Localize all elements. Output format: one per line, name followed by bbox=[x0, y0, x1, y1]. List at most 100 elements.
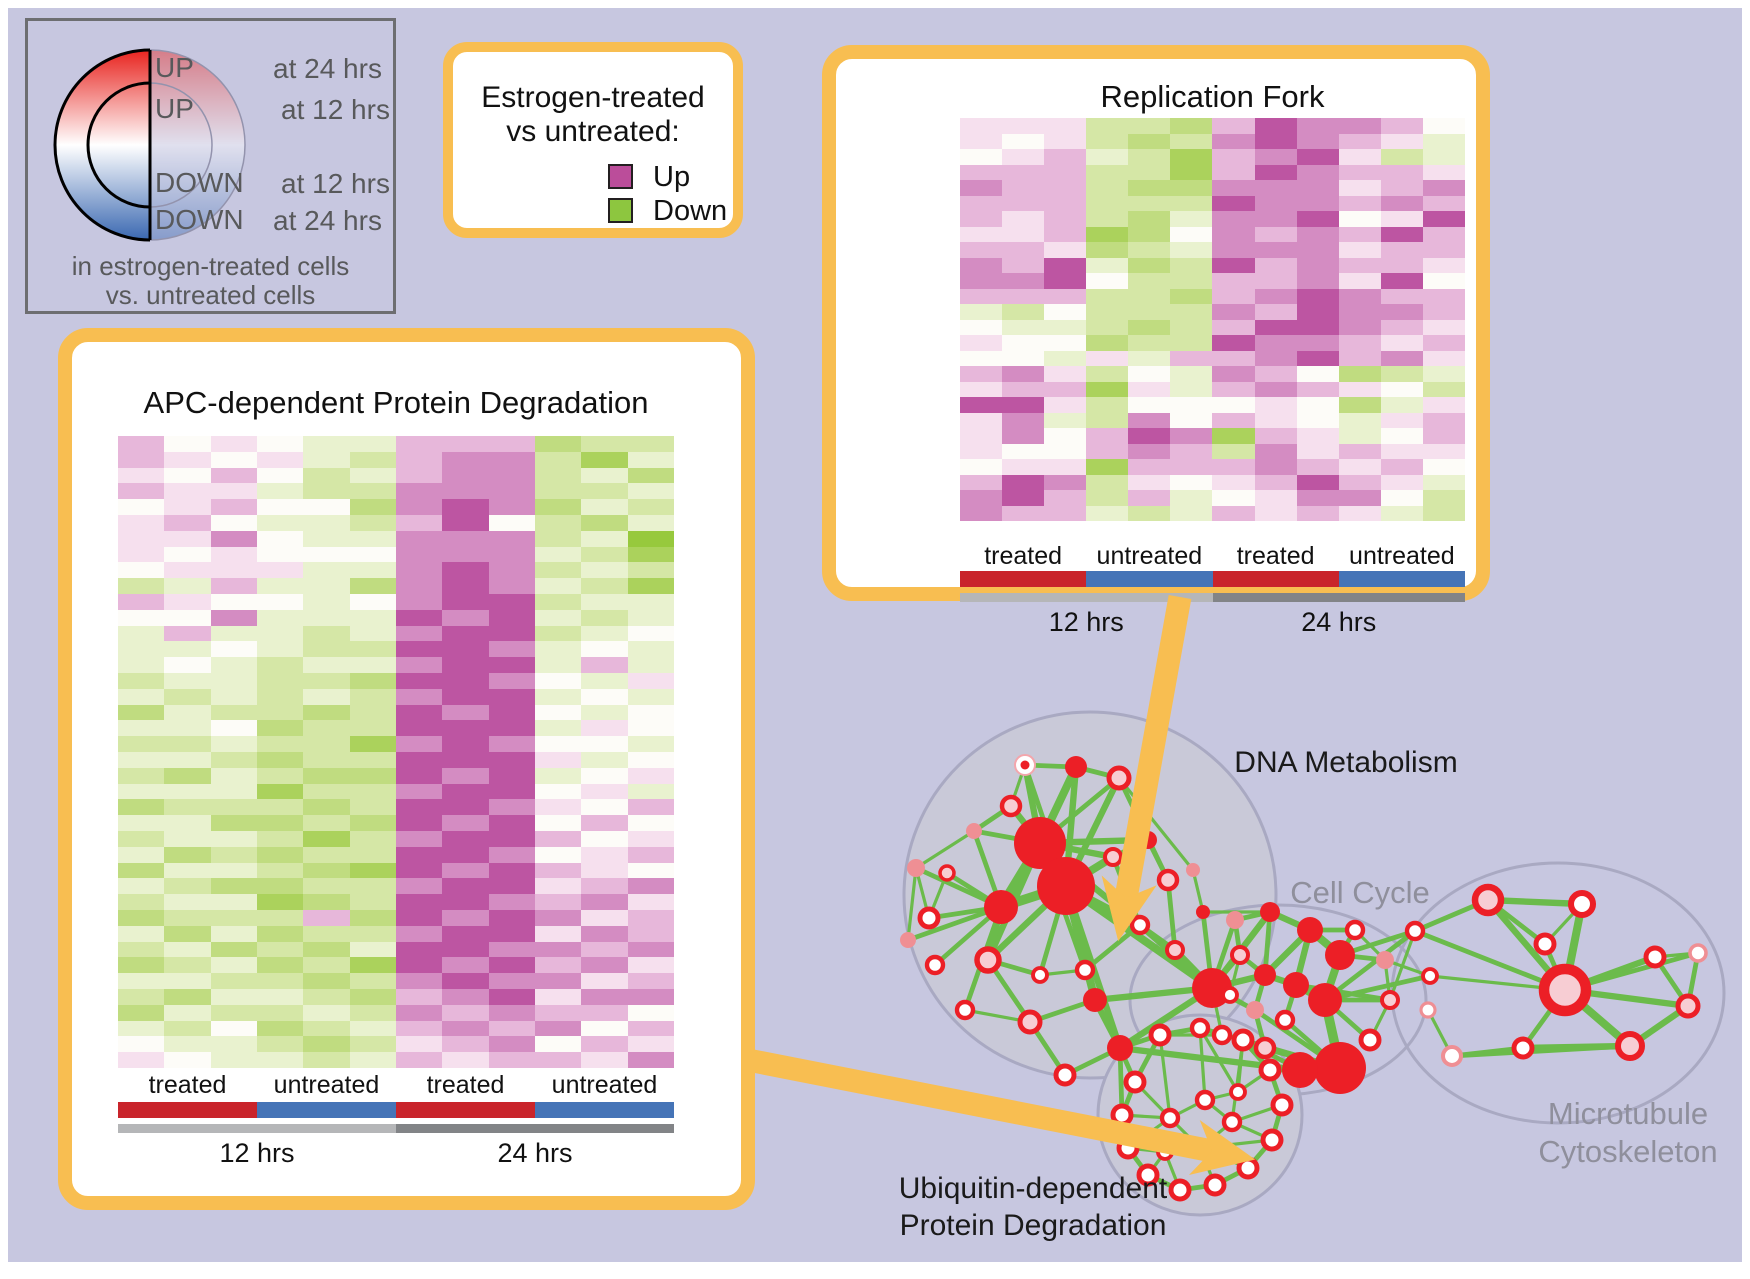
heatmap-cell bbox=[627, 673, 674, 689]
heatmap-cell bbox=[118, 609, 165, 626]
heatmap-cell bbox=[488, 578, 535, 594]
network-node bbox=[1159, 1107, 1181, 1129]
heatmap-cell bbox=[960, 381, 1003, 397]
network-node bbox=[1231, 1028, 1255, 1052]
heatmap-cell bbox=[534, 720, 582, 737]
heatmap-cell bbox=[581, 989, 628, 1005]
heatmap-cell bbox=[1002, 412, 1045, 428]
replication-fork-title: Replication Fork bbox=[1100, 79, 1325, 114]
heatmap-cell bbox=[627, 657, 674, 673]
heatmap-cell bbox=[1044, 474, 1087, 490]
heatmap-cell bbox=[349, 704, 396, 721]
heatmap-cell bbox=[164, 783, 211, 800]
network-node bbox=[1421, 967, 1439, 985]
heatmap-cell bbox=[581, 530, 628, 547]
heatmap-cell bbox=[1128, 133, 1171, 149]
network-node bbox=[1083, 988, 1107, 1012]
node-ring-legend-box: UP at 24 hrs UP at 12 hrs DOWN at 12 hrs… bbox=[25, 18, 396, 314]
heatmap-cell bbox=[303, 941, 350, 958]
heatmap-cell bbox=[1380, 319, 1423, 335]
heatmap-cell bbox=[534, 625, 582, 642]
heatmap-cell bbox=[1422, 273, 1465, 289]
heatmap-cell bbox=[1338, 195, 1381, 211]
heatmap-cell bbox=[581, 1020, 628, 1037]
network-node bbox=[1148, 1023, 1172, 1047]
heatmap-cell bbox=[1254, 242, 1297, 258]
network-node bbox=[1297, 917, 1323, 943]
heatmap-cell bbox=[1338, 180, 1381, 196]
heatmap-cell bbox=[627, 641, 674, 658]
heatmap-cell bbox=[1086, 304, 1129, 320]
heatmap-cell bbox=[1422, 335, 1465, 351]
heatmap-cell bbox=[1380, 180, 1423, 196]
heatmap-cell bbox=[534, 515, 582, 531]
heatmap-cell bbox=[627, 609, 674, 626]
heatmap-cell bbox=[1044, 133, 1087, 149]
heatmap-cell bbox=[442, 1004, 489, 1021]
network-edge bbox=[906, 866, 918, 942]
condition-group-label: treated bbox=[984, 542, 1063, 570]
network-node bbox=[974, 946, 1002, 974]
heatmap-cell bbox=[164, 1004, 211, 1021]
heatmap-cell bbox=[1170, 474, 1213, 490]
heatmap-cell bbox=[164, 515, 211, 531]
heatmap-cell bbox=[581, 467, 628, 484]
heatmap-cell bbox=[118, 1020, 165, 1037]
network-node bbox=[1380, 990, 1400, 1010]
heatmap-cell bbox=[1170, 335, 1213, 351]
heatmap-cell bbox=[488, 704, 535, 721]
heatmap-cell bbox=[256, 910, 304, 926]
heatmap-cell bbox=[349, 467, 396, 484]
heatmap-cell bbox=[960, 443, 1003, 459]
heatmap-cell bbox=[349, 1004, 396, 1021]
heatmap-cell bbox=[627, 878, 674, 895]
replication-fork-time-bar bbox=[960, 593, 1465, 602]
heatmap-cell bbox=[1338, 505, 1381, 521]
heatmap-cell bbox=[581, 451, 628, 468]
heatmap-cell bbox=[1170, 226, 1213, 242]
heatmap-cell bbox=[1338, 319, 1381, 335]
heatmap-cell bbox=[1380, 149, 1423, 165]
heatmap-cell bbox=[1044, 149, 1087, 165]
heatmap-cell bbox=[1170, 273, 1213, 289]
heatmap-cell bbox=[395, 957, 443, 974]
heatmap-cell bbox=[1170, 149, 1213, 165]
heatmap-cell bbox=[581, 483, 628, 500]
heatmap-cell bbox=[960, 335, 1003, 351]
heatmap-cell bbox=[210, 862, 257, 879]
heatmap-cell bbox=[1338, 304, 1381, 320]
heatmap-cell bbox=[581, 720, 628, 737]
estrogen-legend-title-line1: Estrogen-treated bbox=[481, 81, 705, 114]
estrogen-legend-title-line2: vs untreated: bbox=[506, 115, 680, 148]
heatmap-cell bbox=[1170, 118, 1213, 134]
heatmap-cell bbox=[534, 594, 582, 610]
heatmap-cell bbox=[164, 530, 211, 547]
heatmap-cell bbox=[210, 720, 257, 737]
heatmap-cell bbox=[1044, 211, 1087, 227]
heatmap-cell bbox=[256, 1036, 304, 1053]
heatmap-cell bbox=[395, 546, 443, 563]
heatmap-cell bbox=[627, 436, 674, 452]
heatmap-cell bbox=[1170, 412, 1213, 428]
heatmap-cell bbox=[210, 925, 257, 942]
time-bar-segment bbox=[118, 1124, 396, 1133]
ring-down-12-label: DOWN bbox=[155, 167, 244, 198]
heatmap-cell bbox=[442, 878, 489, 895]
condition-group-label: untreated bbox=[551, 1071, 658, 1099]
heatmap-cell bbox=[1212, 257, 1255, 273]
heatmap-cell bbox=[1212, 211, 1255, 227]
heatmap-cell bbox=[303, 783, 350, 800]
heatmap-cell bbox=[627, 799, 674, 816]
network-node bbox=[1283, 972, 1309, 998]
heatmap-cell bbox=[349, 594, 396, 610]
heatmap-cell bbox=[1128, 366, 1171, 382]
heatmap-cell bbox=[164, 609, 211, 626]
heatmap-cell bbox=[164, 1052, 211, 1068]
heatmap-cell bbox=[1380, 443, 1423, 459]
heatmap-cell bbox=[534, 862, 582, 879]
heatmap-cell bbox=[627, 815, 674, 831]
heatmap-cell bbox=[256, 1052, 304, 1068]
heatmap-cell bbox=[1380, 133, 1423, 149]
heatmap-cell bbox=[303, 1004, 350, 1021]
apc-time-bar bbox=[118, 1124, 674, 1133]
